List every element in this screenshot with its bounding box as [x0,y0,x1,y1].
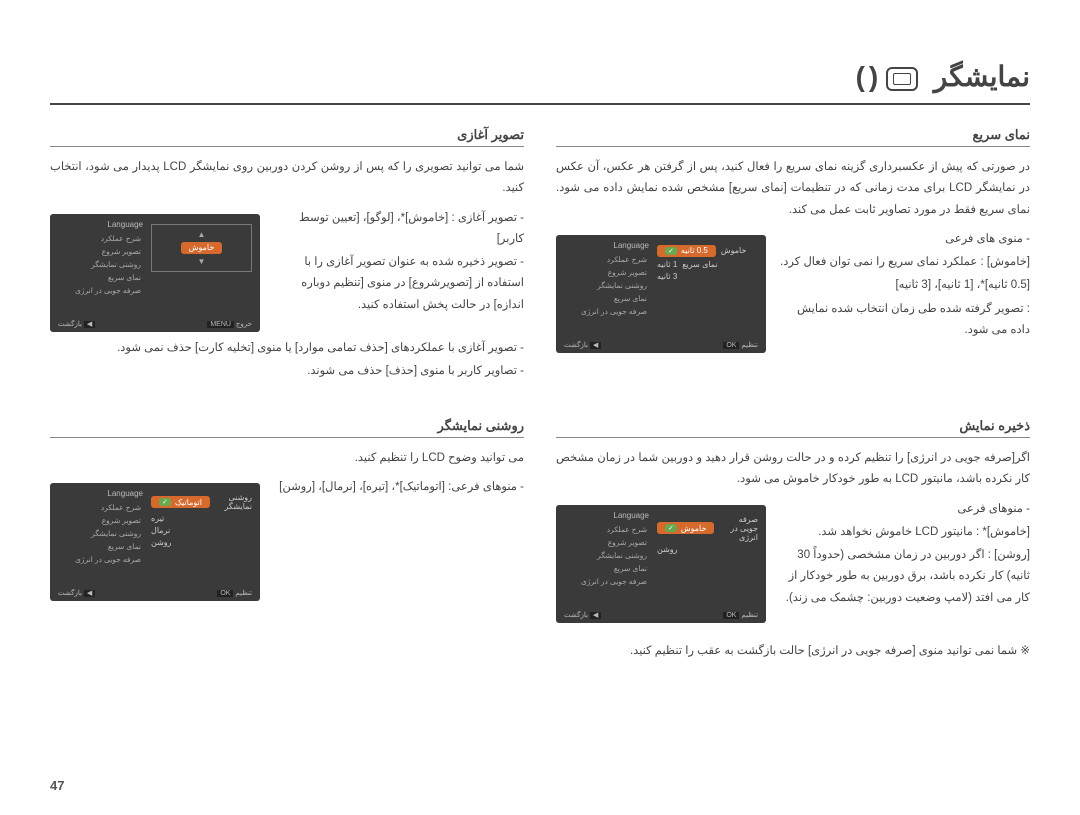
menu-option-pill: اتوماتیک ✓ [151,496,210,508]
menu-side-item: شرح عملکرد [58,502,143,513]
heading-quick-view: نمای سریع [556,127,1030,143]
menu-row-label: 1 ثانیه [657,260,677,269]
menu-foot-back: بازگشت [564,612,588,619]
menu-figure-brightness: Language شرح عملکرد تصویر شروع روشنی نما… [50,483,260,601]
page-title: نمایشگر () [50,60,1030,97]
menu-side-title: Language [58,489,143,498]
bullet: [خاموش]* : مانیتور LCD خاموش نخواهد شد. [780,522,1030,543]
note-save: ※ شما نمی توانید منوی [صرفه جویی در انرژ… [556,641,1030,662]
menu-side-item: نمای سریع [564,563,649,574]
bullet: - تصویر آغازی با عملکردهای [حذف تمامی مو… [50,338,524,359]
menu-side-item: شرح عملکرد [58,233,143,244]
menu-foot-exit: خروج [236,321,252,328]
menu-foot-set: تنظیم [235,590,252,597]
menu-side-item: روشنی نمایشگر [58,528,143,539]
heading-divider [556,146,1030,147]
menu-row-label: روشن [657,545,678,554]
menu-foot-set: تنظیم [741,612,758,619]
para-quick-view: در صورتی که پیش از عکسبرداری گزینه نمای … [556,157,1030,221]
menu-option-pill: خاموش ✓ [657,522,714,534]
menu-side-item: تصویر شروع [564,267,649,278]
bullet: [0.5 ثانیه]*، [1 ثانیه]، [3 ثانیه] [780,275,1030,296]
bullet: [خاموش] : عملکرد نمای سریع را نمی توان ف… [780,252,1030,273]
title-divider [50,103,1030,105]
chevron-up-icon: ▲ [198,230,206,239]
menu-row-label: 3 ثانیه [657,272,677,281]
menu-side-item: صرفه جویی در انرژی [58,285,143,296]
menu-side-item: صرفه جویی در انرژی [564,576,649,587]
chevron-down-icon: ▼ [198,257,206,266]
bullet: - تصاویر کاربر با منوی [حذف] حذف می شوند… [50,361,524,382]
menu-figure-save: Language شرح عملکرد تصویر شروع روشنی نما… [556,505,766,623]
menu-row-label: روشنی نمایشگر [215,493,252,511]
menu-side-item: نمای سریع [58,541,143,552]
heading-brightness: روشنی نمایشگر [50,418,524,434]
menu-side-item: روشنی نمایشگر [564,550,649,561]
page-number: 47 [50,778,64,793]
menu-foot-back: بازگشت [58,590,82,597]
para-save: اگر[صرفه جویی در انرژی] را تنظیم کرده و … [556,448,1030,491]
para-start-image: شما می توانید تصویری را که پس از روشن کر… [50,157,524,200]
heading-divider [556,437,1030,438]
menu-row-label: تیره [151,514,164,523]
menu-side-item: صرفه جویی در انرژی [58,554,143,565]
menu-side-item: روشنی نمایشگر [564,280,649,291]
menu-side-item: تصویر شروع [58,515,143,526]
menu-option-pill: 0.5 ثانیه ✓ [657,245,716,257]
menu-side-item: شرح عملکرد [564,524,649,535]
menu-row-label: خاموش [721,246,747,255]
menu-side-item: روشنی نمایشگر [58,259,143,270]
bullet: - تصویر ذخیره شده به عنوان تصویر آغازی ر… [274,252,524,316]
menu-row-label: روشن [151,538,172,547]
bullet: - تصویر آغازی : [خاموش]*، [لوگو]، [تعیین… [274,208,524,251]
menu-figure-start-image: Language شرح عملکرد تصویر شروع روشنی نما… [50,214,260,332]
bullet: - منوهای فرعی: [اتوماتیک]*، [تیره]، [نرم… [274,477,524,498]
menu-row-label: نمای سریع [682,260,717,269]
menu-side-item: شرح عملکرد [564,254,649,265]
bullet: : تصویر گرفته شده طی زمان انتخاب شده نما… [780,299,1030,342]
menu-row-label: صرفه جویی در انرژی [719,515,758,542]
menu-side-item: صرفه جویی در انرژی [564,306,649,317]
menu-side-title: Language [564,241,649,250]
heading-start-image: تصویر آغازی [50,127,524,143]
menu-figure-quick-view: Language شرح عملکرد تصویر شروع روشنی نما… [556,235,766,353]
display-icon [886,67,918,91]
title-text: نمایشگر [934,61,1030,92]
menu-side-item: تصویر شروع [564,537,649,548]
heading-save: ذخیره نمایش [556,418,1030,434]
heading-divider [50,437,524,438]
menu-side-item: نمای سریع [564,293,649,304]
menu-side-title: Language [58,220,143,229]
heading-divider [50,146,524,147]
menu-side-item: تصویر شروع [58,246,143,257]
bullet: [روشن] : اگر دوربین در زمان مشخصی (حدودا… [780,545,1030,609]
menu-side-item: نمای سریع [58,272,143,283]
bullet: - منوی های فرعی [780,229,1030,250]
menu-foot-back: بازگشت [58,321,82,328]
menu-center-box: ▲ خاموش ▼ [151,224,252,272]
menu-option-pill: خاموش [181,242,223,254]
menu-side-title: Language [564,511,649,520]
menu-foot-back: بازگشت [564,342,588,349]
menu-foot-set: تنظیم [741,342,758,349]
bullet: - منوهای فرعی [780,499,1030,520]
menu-row-label: نرمال [151,526,170,535]
para-brightness: می توانید وضوح LCD را تنظیم کنید. [50,448,524,469]
